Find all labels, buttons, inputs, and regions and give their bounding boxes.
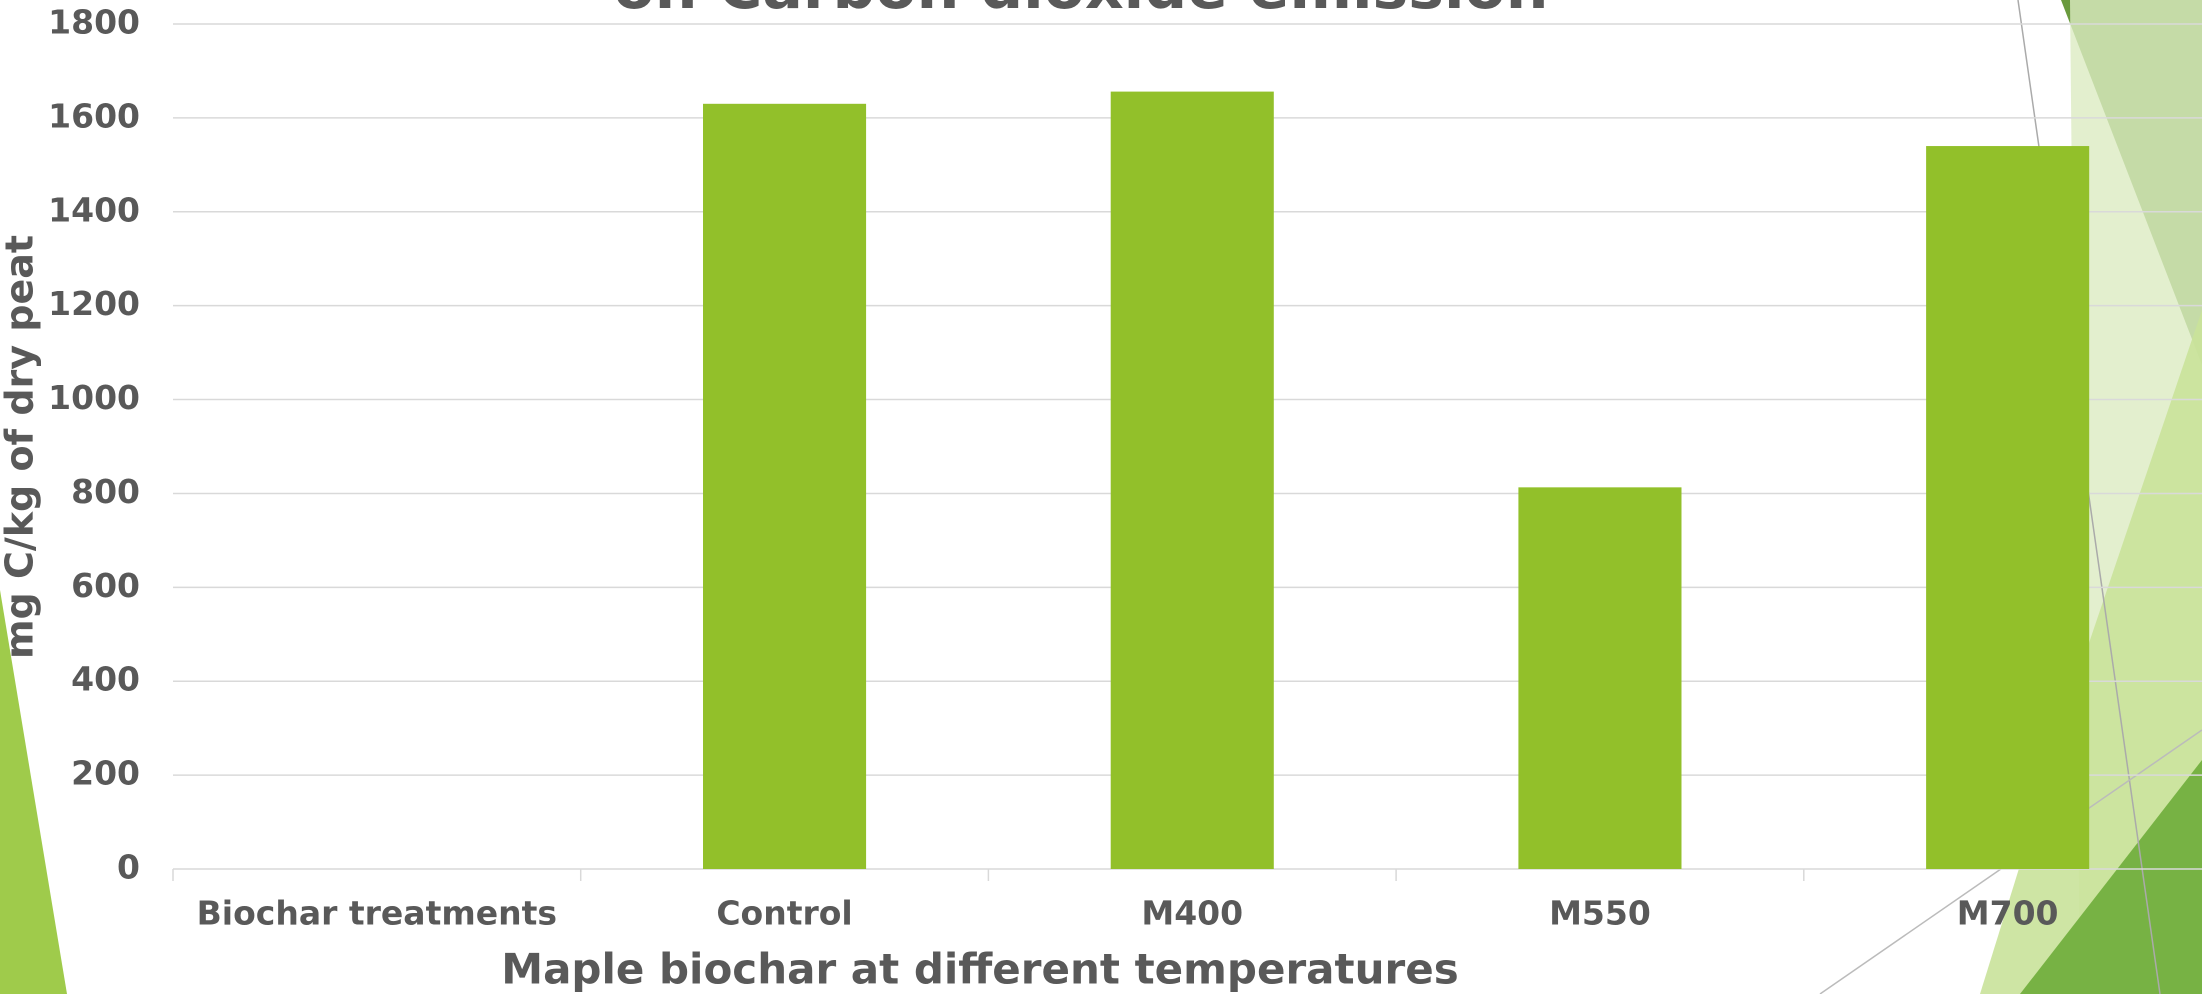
x-tick-label: Biochar treatments xyxy=(197,894,557,933)
x-tick-label: M700 xyxy=(1957,894,2059,933)
y-tick-label: 1200 xyxy=(48,284,140,323)
x-tick-label: M550 xyxy=(1549,894,1651,933)
y-tick-label: 1400 xyxy=(48,190,140,229)
chart-title: on Carbon dioxide emission xyxy=(614,0,1549,23)
bar xyxy=(703,103,867,870)
y-tick-label: 600 xyxy=(71,566,140,605)
x-tick-label: Control xyxy=(716,894,852,933)
x-tick-label: M400 xyxy=(1141,894,1243,933)
y-tick-label: 1600 xyxy=(48,96,140,135)
bar xyxy=(1110,91,1274,870)
y-tick-label: 1000 xyxy=(48,378,140,417)
y-tick-label: 1800 xyxy=(48,3,140,42)
y-tick-label: 400 xyxy=(71,660,140,699)
y-axis-title: mg C/kg of dry peat xyxy=(0,235,42,659)
bar xyxy=(1518,487,1682,869)
y-tick-label: 200 xyxy=(71,754,140,793)
y-tick-label: 0 xyxy=(117,848,140,887)
bar xyxy=(1926,146,2090,870)
y-tick-label: 800 xyxy=(71,472,140,511)
x-axis-title: Maple biochar at different temperatures xyxy=(501,945,1458,994)
